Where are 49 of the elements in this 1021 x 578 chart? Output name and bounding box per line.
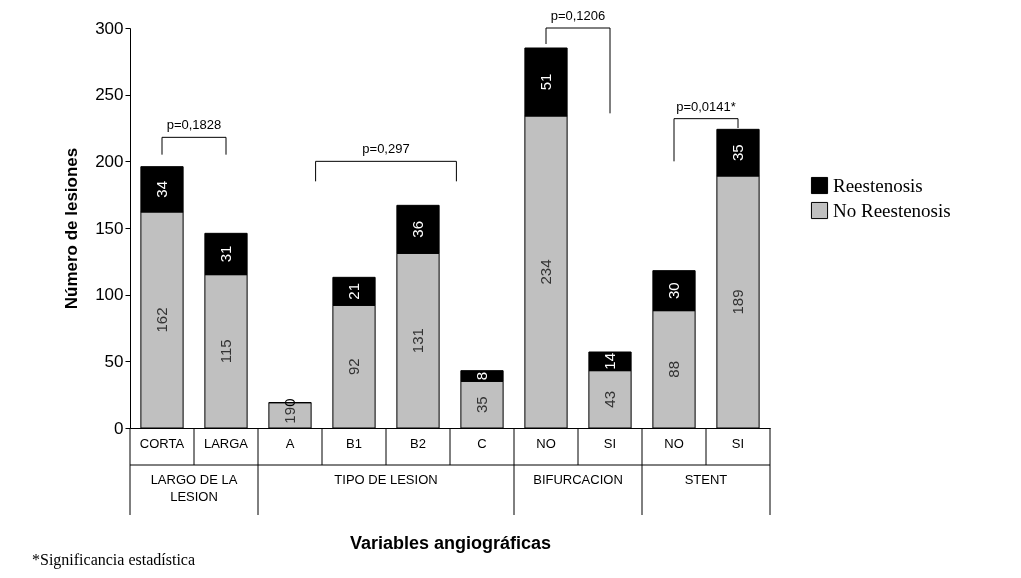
text: BIFURCACION xyxy=(533,472,623,487)
text: TIPO DE LESION xyxy=(334,472,438,487)
data-label: 88 xyxy=(665,360,682,378)
annotation: p=0,1828 xyxy=(166,117,222,133)
data-label: 30 xyxy=(665,282,682,300)
y-tick-label: 300 xyxy=(95,18,124,38)
data-label: 162 xyxy=(153,307,170,333)
text: p=0,1206 xyxy=(550,8,606,23)
annotation: p=0,297 xyxy=(362,141,410,157)
data-label: 35 xyxy=(729,144,746,162)
data-label: 115 xyxy=(217,339,234,364)
x-tick-label: SI xyxy=(603,435,617,451)
data-label: 14 xyxy=(601,352,618,370)
y-tick-label: 50 xyxy=(104,351,124,371)
data-label: 131 xyxy=(409,328,426,354)
data-label: 31 xyxy=(217,245,234,263)
data-label: 8 xyxy=(473,371,490,381)
data-label: 189 xyxy=(729,289,746,315)
data-label: 34 xyxy=(153,180,170,198)
y-tick-label: 200 xyxy=(95,151,124,171)
x-tick-label: LARGA xyxy=(203,435,249,451)
x-tick-label: CORTA xyxy=(139,435,185,451)
y-tick-label: 250 xyxy=(95,85,124,105)
y-tick-label: 150 xyxy=(95,218,124,238)
annotation: p=0,0141* xyxy=(676,98,736,114)
data-label: 51 xyxy=(537,73,554,91)
legend-label: No Reestenosis xyxy=(833,199,951,221)
y-tick-label: 0 xyxy=(114,418,124,438)
x-tick-label: B2 xyxy=(410,435,426,451)
x-tick-label: C xyxy=(477,435,487,451)
data-label: 36 xyxy=(409,220,426,238)
y-axis-title: Número de lesiones xyxy=(62,147,82,310)
text: *Significancia estadística xyxy=(32,551,196,569)
data-label: 234 xyxy=(537,259,554,285)
text: STENT xyxy=(684,472,728,487)
data-label: 35 xyxy=(473,396,490,414)
data-label: 43 xyxy=(601,390,618,408)
x-tick-label: NO xyxy=(664,435,684,451)
data-label: 21 xyxy=(345,282,362,300)
data-label: 19 xyxy=(281,406,298,424)
y-tick-label: 100 xyxy=(95,285,124,305)
x-tick-label: B1 xyxy=(346,435,362,451)
x-tick-label: A xyxy=(285,435,295,451)
legend-label: Reestenosis xyxy=(833,174,923,196)
x-tick-label: NO xyxy=(536,435,556,451)
text: LARGO DE LA LESION xyxy=(150,472,238,504)
x-tick-label: SI xyxy=(731,435,745,451)
x-axis-title: Variables angiográficas xyxy=(349,532,552,553)
data-label: 92 xyxy=(345,358,362,376)
